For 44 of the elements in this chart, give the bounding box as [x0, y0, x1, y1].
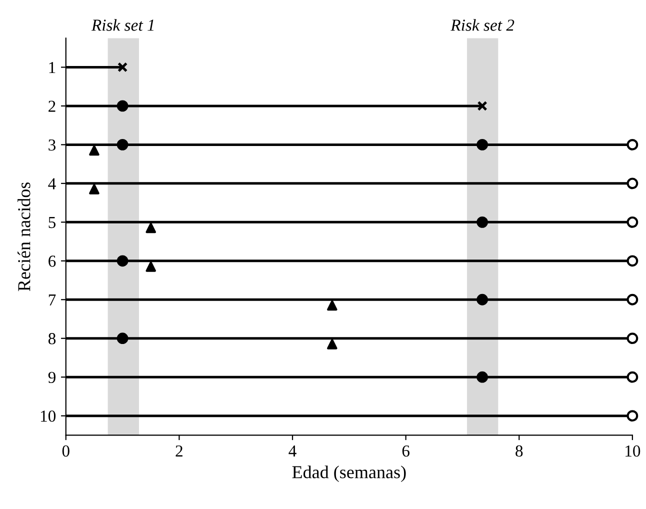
point	[116, 138, 128, 150]
point	[626, 371, 638, 383]
y-tick-label: 6	[48, 256, 56, 267]
point	[476, 294, 488, 306]
point	[626, 255, 638, 267]
point	[477, 100, 488, 112]
x-axis-title: Edad (semanas)	[292, 466, 406, 482]
point	[626, 410, 638, 422]
point	[626, 178, 638, 190]
band-label: Risk set 1	[91, 19, 154, 31]
point	[89, 145, 100, 156]
y-tick-label: 4	[48, 178, 56, 190]
y-tick-label: 1	[49, 62, 56, 74]
point	[327, 300, 338, 311]
x-tick-label: 8	[516, 445, 523, 457]
point	[626, 216, 638, 228]
point	[626, 332, 638, 344]
y-axis-title: Recién nacidos	[18, 182, 30, 292]
x-tick-label: 10	[626, 445, 640, 457]
point	[626, 294, 638, 306]
point	[146, 262, 156, 272]
y-tick-label: 8	[48, 333, 56, 344]
point	[327, 339, 338, 350]
point	[116, 255, 128, 267]
point	[476, 371, 488, 383]
y-tick-label: 7	[48, 294, 56, 306]
point	[117, 62, 128, 72]
y-tick-label: 2	[48, 100, 56, 112]
y-tick-label: 3	[48, 139, 56, 151]
point	[146, 222, 156, 234]
y-tick-label: 10	[40, 410, 56, 422]
point	[476, 216, 488, 228]
x-tick-label: 2	[176, 445, 182, 456]
x-tick-label: 4	[288, 446, 296, 456]
point	[116, 100, 128, 112]
band-label: Risk set 2	[450, 19, 514, 31]
x-tick-label: 0	[62, 445, 70, 457]
point	[476, 138, 488, 150]
point	[116, 332, 128, 344]
y-tick-label: 9	[48, 372, 56, 384]
point	[89, 184, 100, 194]
x-tick-label: 6	[402, 445, 410, 457]
y-tick-label: 5	[48, 217, 56, 228]
point	[626, 138, 638, 150]
